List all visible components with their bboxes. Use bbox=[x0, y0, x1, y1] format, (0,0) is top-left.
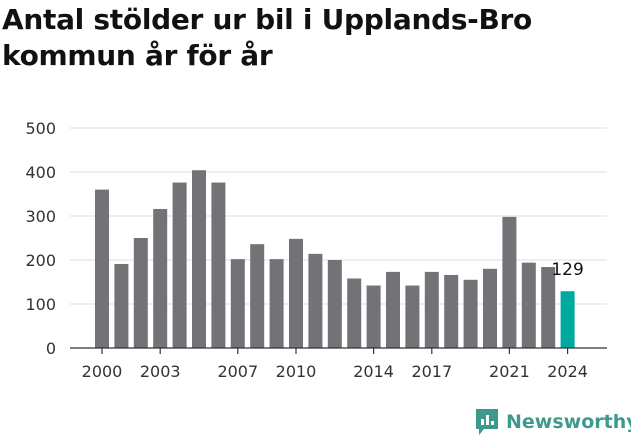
brand-logo: Newsworthy bbox=[474, 405, 631, 439]
x-tick-label: 2021 bbox=[489, 362, 530, 381]
chart-title: Antal stölder ur bil i Upplands-Bro komm… bbox=[2, 3, 532, 72]
bar-2010 bbox=[289, 238, 303, 348]
data-label: 129 bbox=[551, 260, 583, 280]
bar-2013 bbox=[347, 278, 362, 348]
x-tick-label: 2007 bbox=[217, 362, 258, 381]
y-axis-tick-labels: 0 100 200 300 400 500 bbox=[25, 119, 56, 358]
bar-2012 bbox=[327, 260, 342, 348]
bar-2007 bbox=[230, 259, 245, 348]
x-tick-label: 2010 bbox=[276, 362, 317, 381]
bar-2006 bbox=[211, 182, 226, 348]
bar-2004 bbox=[172, 182, 187, 348]
x-axis-tick-labels: 2000 2003 2007 2010 2014 2017 2021 2024 bbox=[82, 348, 588, 381]
bar-2002 bbox=[133, 238, 148, 348]
x-tick-label: 2017 bbox=[411, 362, 452, 381]
bar-2000 bbox=[95, 189, 109, 348]
bar-2016 bbox=[405, 285, 420, 348]
y-tick-label: 400 bbox=[25, 163, 56, 182]
bar-2005 bbox=[192, 170, 206, 348]
y-tick-label: 500 bbox=[25, 119, 56, 138]
x-tick-label: 2000 bbox=[82, 362, 123, 381]
x-tick-label: 2014 bbox=[353, 362, 394, 381]
bar-2018 bbox=[444, 274, 459, 348]
x-tick-label: 2024 bbox=[547, 362, 588, 381]
x-tick-label: 2003 bbox=[140, 362, 181, 381]
annotations: 129 bbox=[551, 260, 583, 280]
bar-2001 bbox=[114, 263, 129, 348]
bar-2008 bbox=[250, 244, 265, 348]
bar-2015 bbox=[386, 271, 400, 348]
newsworthy-logo-icon bbox=[476, 409, 498, 435]
bar-2011 bbox=[308, 253, 323, 348]
bar-2022 bbox=[521, 262, 536, 348]
bar-2021 bbox=[502, 216, 517, 348]
bar-2020 bbox=[483, 268, 497, 348]
bar-2024 bbox=[560, 291, 575, 348]
bar-2003 bbox=[153, 208, 168, 348]
bar-2023 bbox=[541, 267, 556, 348]
bar-2009 bbox=[269, 259, 284, 348]
y-tick-label: 100 bbox=[25, 295, 56, 314]
bars bbox=[95, 170, 575, 348]
y-tick-label: 0 bbox=[46, 339, 56, 358]
y-tick-label: 300 bbox=[25, 207, 56, 226]
bar-2019 bbox=[463, 279, 478, 348]
bar-2014 bbox=[366, 285, 381, 348]
y-tick-label: 200 bbox=[25, 251, 56, 270]
brand-name: Newsworthy bbox=[506, 411, 631, 433]
bar-2017 bbox=[424, 271, 439, 348]
